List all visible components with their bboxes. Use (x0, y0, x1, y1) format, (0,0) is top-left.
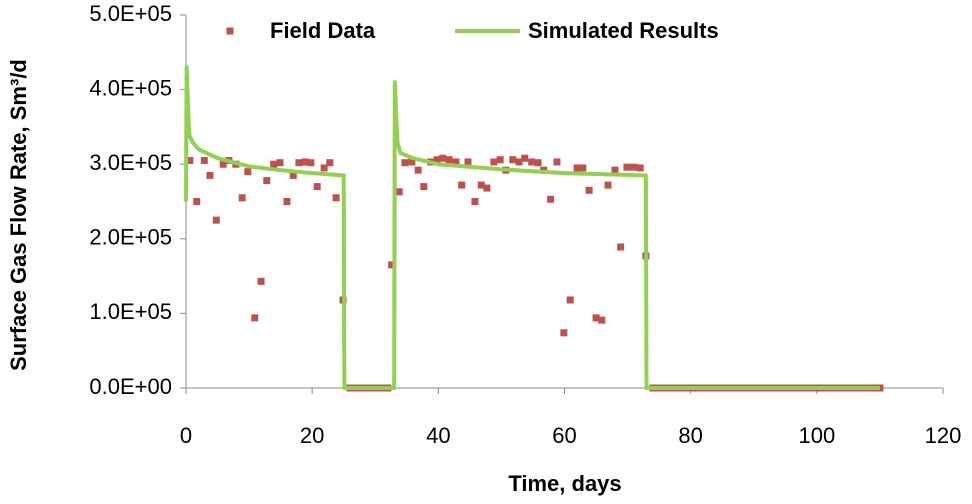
legend-label: Field Data (270, 18, 376, 43)
data-point (521, 154, 529, 162)
data-point (490, 158, 498, 166)
data-point (301, 158, 309, 166)
data-point (401, 159, 409, 167)
data-point (238, 194, 246, 202)
data-point (534, 159, 542, 167)
x-tick-label: 0 (180, 423, 192, 448)
data-point (420, 183, 428, 191)
legend-swatch (226, 27, 234, 35)
data-point (186, 156, 194, 164)
data-point (617, 243, 625, 251)
data-point (445, 156, 453, 164)
data-point (212, 216, 220, 224)
data-line (184, 65, 880, 390)
data-point (289, 171, 297, 179)
data-point (332, 194, 340, 202)
y-tick-label: 4.0E+05 (89, 75, 172, 100)
data-point (604, 181, 612, 189)
data-point (630, 163, 638, 171)
data-point (257, 277, 265, 285)
data-point (251, 314, 259, 322)
x-tick-label: 20 (300, 423, 324, 448)
data-point (307, 159, 315, 167)
y-tick-label: 5.0E+05 (89, 1, 172, 26)
x-tick-label: 100 (798, 423, 835, 448)
data-point (573, 164, 581, 172)
data-point (439, 154, 447, 162)
data-point (206, 171, 214, 179)
legend-label: Simulated Results (528, 18, 719, 43)
y-tick-label: 3.0E+05 (89, 150, 172, 175)
data-point (623, 163, 631, 171)
data-point (585, 186, 593, 194)
data-point (263, 177, 271, 185)
data-point (611, 166, 619, 174)
data-point (219, 160, 227, 168)
data-point (592, 314, 600, 322)
data-point (276, 159, 284, 167)
data-point (326, 159, 334, 167)
data-point (598, 316, 606, 324)
x-axis-title: Time, days (508, 471, 621, 496)
data-point (509, 156, 517, 164)
data-point (553, 158, 561, 166)
data-point (483, 184, 491, 192)
data-point (320, 164, 328, 172)
data-point (566, 296, 574, 304)
data-point (458, 181, 466, 189)
data-point (408, 158, 416, 166)
x-tick-label: 120 (925, 423, 962, 448)
x-tick-label: 60 (552, 423, 576, 448)
x-tick-label: 40 (426, 423, 450, 448)
data-point (414, 166, 422, 174)
y-tick-label: 2.0E+05 (89, 225, 172, 250)
data-point (496, 156, 504, 164)
y-tick-label: 0.0E+00 (89, 374, 172, 399)
data-point (560, 329, 568, 337)
data-point (270, 160, 278, 168)
y-tick-label: 1.0E+05 (89, 299, 172, 324)
y-axis-title: Surface Gas Flow Rate, Sm³/d (6, 59, 31, 371)
data-point (193, 198, 201, 205)
data-point (636, 164, 644, 172)
data-point (579, 164, 587, 172)
data-point (471, 198, 479, 205)
data-point (283, 198, 291, 205)
data-point (452, 158, 460, 166)
data-point (515, 158, 523, 166)
data-point (477, 181, 485, 189)
data-point (244, 168, 252, 176)
data-point (395, 188, 403, 196)
data-point (313, 183, 321, 191)
data-point (528, 158, 536, 166)
data-point (464, 158, 472, 166)
x-tick-label: 80 (678, 423, 702, 448)
data-point (200, 156, 208, 164)
data-point (547, 195, 555, 203)
data-point (388, 261, 396, 269)
data-point (433, 156, 441, 164)
data-point (295, 159, 303, 167)
